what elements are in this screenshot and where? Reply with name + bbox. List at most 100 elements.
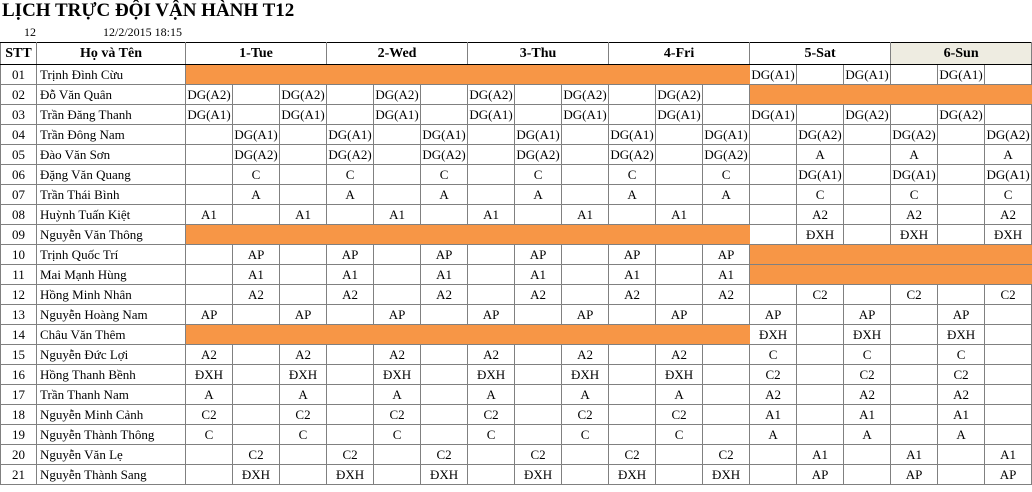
empty-cell (326, 304, 375, 325)
table-row: 08 Huỳnh Tuấn Kiệt A1 A1 A1 A1 A1 A1 A2 A2 A2 (0, 204, 1032, 225)
table-row: 14 Châu Văn Thêm ĐXH ĐXH ĐXH (0, 324, 1032, 345)
empty-cell (420, 344, 469, 365)
stt-cell: 01 (0, 64, 37, 85)
table-row: 21 Nguyễn Thành Sang ĐXH ĐXH ĐXH ĐXH ĐXH ĐXH AP A… (0, 464, 1032, 485)
shift-cell: ĐXH (420, 464, 469, 485)
shift-cell: A2 (326, 284, 375, 305)
empty-cell (843, 224, 892, 245)
shift-cell: A1 (984, 444, 1032, 465)
sheet-title: LỊCH TRỰC ĐỘI VẬN HÀNH T12 (2, 0, 295, 21)
empty-cell (984, 344, 1032, 365)
shift-cell: A (749, 424, 798, 445)
sheet-meta: 12 12/2/2015 18:15 (0, 22, 1032, 42)
table-row: 19 Nguyễn Thành Thông C C C C C C A A A (0, 424, 1032, 445)
shift-cell: A2 (984, 204, 1032, 225)
shift-cell: C (561, 424, 610, 445)
shift-cell: A (843, 424, 892, 445)
shift-cell: A (514, 184, 563, 205)
name-cell: Châu Văn Thêm (36, 324, 186, 345)
shift-cell: A1 (608, 264, 657, 285)
empty-cell (608, 104, 657, 125)
empty-cell (749, 204, 798, 225)
stt-cell: 17 (0, 384, 37, 405)
empty-cell (467, 444, 516, 465)
shift-cell: A1 (420, 264, 469, 285)
empty-cell (937, 124, 986, 145)
empty-cell (655, 244, 704, 265)
table-row: 16 Hồng Thanh Bềnh ĐXH ĐXH ĐXH ĐXH ĐXH ĐXH C2 C2 C… (0, 364, 1032, 385)
empty-cell (702, 84, 751, 105)
shift-cell: A2 (467, 344, 516, 365)
shift-cell: C (185, 424, 233, 445)
shift-cell: DG(A1) (655, 104, 704, 125)
shift-cell: C (467, 424, 516, 445)
empty-cell (232, 224, 280, 245)
empty-cell (514, 204, 563, 225)
shift-cell: DG(A1) (843, 64, 892, 85)
stt-cell: 03 (0, 104, 37, 125)
empty-cell (702, 104, 751, 125)
shift-cell: A2 (420, 284, 469, 305)
empty-cell (278, 144, 328, 165)
stt-cell: 13 (0, 304, 37, 325)
stt-cell: 05 (0, 144, 37, 165)
shift-cell: C (232, 164, 280, 185)
empty-cell (608, 364, 657, 385)
day-header: 4-Fri (608, 42, 751, 65)
empty-cell (702, 364, 751, 385)
empty-cell (890, 364, 939, 385)
shift-cell: DG(A2) (326, 144, 375, 165)
name-cell: Đặng Văn Quang (36, 164, 186, 185)
name-cell: Hồng Thanh Bềnh (36, 364, 186, 385)
shift-cell: C (749, 344, 798, 365)
empty-cell (420, 324, 469, 345)
empty-cell (608, 84, 657, 105)
name-cell: Trần Đông Nam (36, 124, 186, 145)
shift-cell: A2 (232, 284, 280, 305)
stt-cell: 10 (0, 244, 37, 265)
empty-cell (984, 244, 1032, 265)
shift-cell: A1 (561, 204, 610, 225)
name-cell: Nguyễn Thành Thông (36, 424, 186, 445)
empty-cell (373, 464, 422, 485)
shift-cell: DG(A1) (326, 124, 375, 145)
empty-cell (655, 144, 704, 165)
shift-cell: A2 (937, 384, 986, 405)
empty-cell (843, 464, 892, 485)
empty-cell (185, 264, 233, 285)
day-header: 1-Tue (184, 42, 328, 65)
shift-cell: DG(A2) (702, 144, 751, 165)
shift-cell: C (278, 424, 328, 445)
empty-cell (326, 344, 375, 365)
shift-cell: A (467, 384, 516, 405)
empty-cell (467, 164, 516, 185)
shift-cell: AP (373, 304, 422, 325)
empty-cell (420, 104, 469, 125)
name-cell: Nguyễn Minh Cảnh (36, 404, 186, 425)
empty-cell (185, 464, 233, 485)
shift-cell: C (420, 164, 469, 185)
empty-cell (373, 144, 422, 165)
empty-cell (326, 224, 375, 245)
shift-cell: C2 (278, 404, 328, 425)
shift-cell: C (608, 164, 657, 185)
empty-cell (326, 84, 375, 105)
empty-cell (843, 444, 892, 465)
shift-cell: A2 (185, 344, 233, 365)
empty-cell (467, 224, 516, 245)
empty-cell (890, 304, 939, 325)
empty-cell (326, 324, 375, 345)
shift-cell: A1 (749, 404, 798, 425)
empty-cell (278, 244, 328, 265)
stt-cell: 15 (0, 344, 37, 365)
empty-cell (937, 84, 986, 105)
shift-cell: C2 (326, 444, 375, 465)
empty-cell (278, 64, 328, 85)
empty-cell (326, 64, 375, 85)
empty-cell (420, 204, 469, 225)
day-header: 3-Thu (467, 42, 610, 65)
empty-cell (796, 104, 845, 125)
shift-cell: C (843, 344, 892, 365)
empty-cell (608, 324, 657, 345)
shift-cell: A2 (702, 284, 751, 305)
